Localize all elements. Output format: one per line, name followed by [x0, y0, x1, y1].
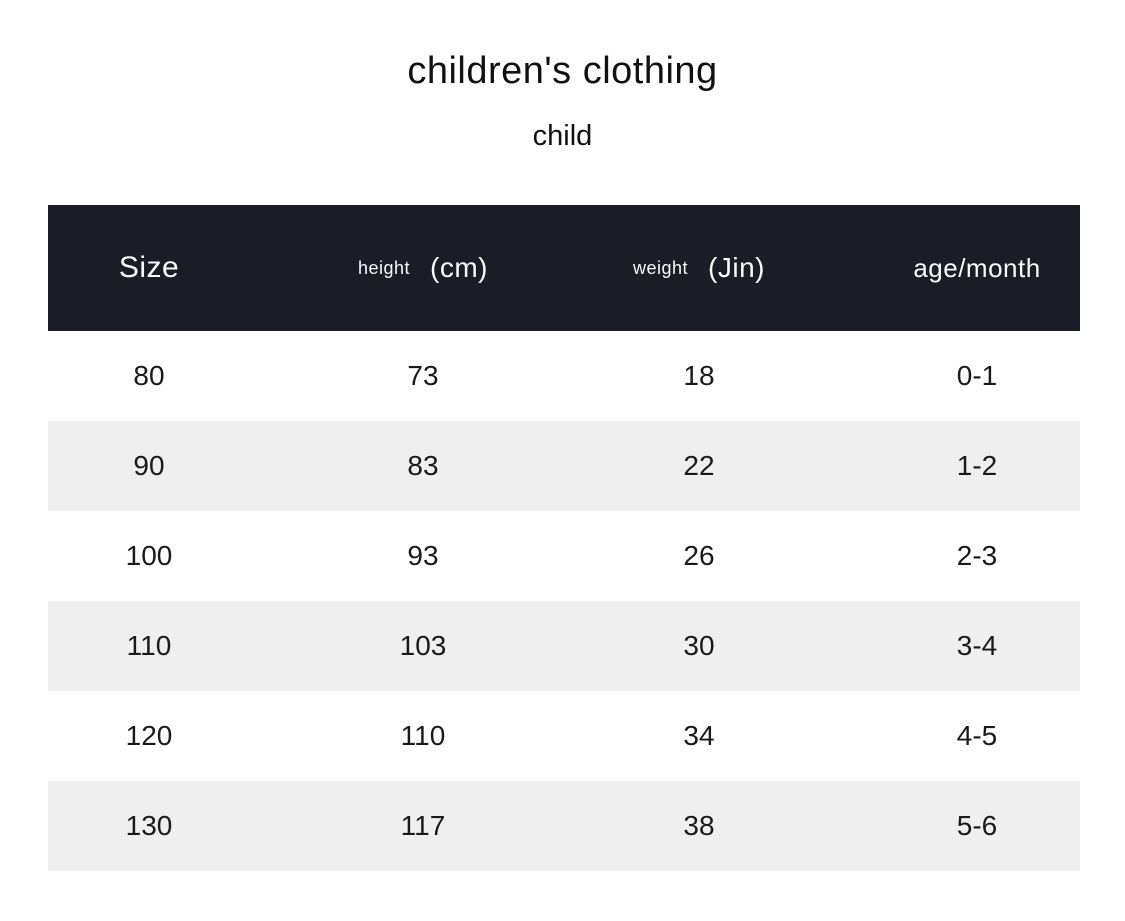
cell-size: 80 — [133, 360, 165, 391]
cell-height: 117 — [400, 810, 446, 841]
cell-weight: 34 — [683, 720, 715, 751]
header-height-unit: (cm) — [430, 252, 489, 283]
cell-size: 130 — [125, 810, 173, 841]
cell-size: 90 — [133, 450, 165, 481]
header-height-label: height — [357, 258, 411, 278]
size-table: Size height (cm) weight (Jin) age/month 80… — [48, 205, 1080, 871]
cell-age: 4-5 — [956, 720, 998, 751]
table-row: 80 73 18 0-1 — [48, 331, 1080, 421]
cell-height: 83 — [407, 450, 439, 481]
header-age: age/month — [913, 252, 1041, 283]
cell-height: 73 — [407, 360, 439, 391]
cell-age: 0-1 — [956, 360, 998, 391]
cell-size: 120 — [125, 720, 173, 751]
cell-height: 103 — [399, 630, 447, 661]
cell-size: 110 — [126, 630, 172, 661]
cell-weight: 26 — [683, 540, 715, 571]
cell-size: 100 — [125, 540, 173, 571]
header-size: Size — [118, 251, 180, 284]
cell-height: 110 — [400, 720, 446, 751]
table-header: Size height (cm) weight (Jin) age/month — [48, 205, 1080, 331]
cell-weight: 18 — [683, 360, 715, 391]
header-weight: weight (Jin) — [570, 251, 828, 285]
table-row: 90 83 22 1-2 — [48, 421, 1080, 511]
header-weight-unit: (Jin) — [708, 252, 765, 283]
cell-height: 93 — [407, 540, 439, 571]
cell-weight: 38 — [683, 810, 715, 841]
cell-age: 1-2 — [956, 450, 998, 481]
table-row: 100 93 26 2-3 — [48, 511, 1080, 601]
cell-age: 5-6 — [956, 810, 998, 841]
page-subtitle: child — [532, 120, 593, 152]
table-row: 110 103 30 3-4 — [48, 601, 1080, 691]
cell-weight: 22 — [683, 450, 715, 481]
cell-age: 2-3 — [956, 540, 998, 571]
table-body: 80 73 18 0-1 90 83 22 1-2 100 93 26 2-3 110 103 30 3-4 1… — [48, 331, 1080, 871]
cell-age: 3-4 — [956, 630, 998, 661]
table-row: 120 110 34 4-5 — [48, 691, 1080, 781]
header-weight-label: weight — [633, 258, 689, 278]
header-height: height (cm) — [294, 251, 552, 285]
cell-weight: 30 — [683, 630, 715, 661]
table-row: 130 117 38 5-6 — [48, 781, 1080, 871]
page-title: children's clothing — [407, 50, 718, 92]
